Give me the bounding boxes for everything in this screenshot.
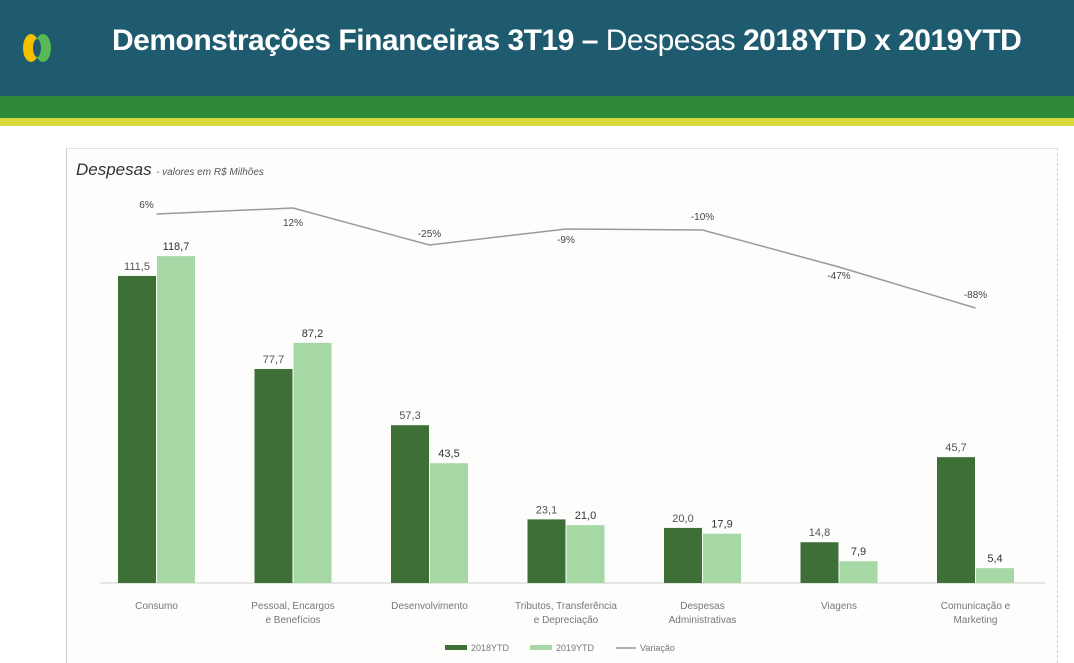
legend-swatch-2018	[445, 645, 467, 650]
category-label-4: Despesas	[680, 601, 724, 612]
category-label-3: Tributos, Transferência	[515, 601, 617, 612]
variation-label-5: -47%	[827, 271, 850, 282]
variation-label-4: -10%	[691, 212, 714, 223]
category-label-line2-1: e Benefícios	[265, 615, 320, 626]
bar-2019-2	[430, 463, 468, 583]
bar-2019-0	[157, 256, 195, 583]
bar-2018-2	[391, 425, 429, 583]
data-label-2019-6: 5,4	[987, 553, 1002, 565]
bar-2019-3	[566, 525, 605, 583]
variation-label-2: -25%	[418, 229, 441, 240]
category-label-0: Consumo	[135, 601, 178, 612]
data-label-2019-5: 7,9	[851, 546, 866, 558]
header-yellow-band	[0, 118, 1074, 126]
category-label-line2-3: e Depreciação	[534, 615, 599, 626]
legend-swatch-2019	[530, 645, 552, 650]
variation-label-6: -88%	[964, 290, 987, 301]
bar-2019-1	[293, 342, 332, 583]
bar-2018-1	[254, 369, 293, 583]
data-label-2019-0: 118,7	[163, 241, 190, 253]
data-label-2018-1: 77,7	[263, 354, 284, 366]
category-label-6: Comunicação e	[941, 601, 1011, 612]
bar-2018-6	[937, 457, 975, 583]
data-label-2019-4: 17,9	[711, 519, 732, 531]
bar-2018-5	[800, 542, 839, 583]
header-green-band	[0, 96, 1074, 118]
legend-label-variation: Variação	[640, 643, 675, 653]
page-title-light: Despesas	[605, 24, 736, 57]
data-label-2018-5: 14,8	[809, 527, 830, 539]
bar-2018-3	[527, 519, 566, 583]
variation-label-3: -9%	[557, 235, 575, 246]
chart-title: Despesas - valores em R$ Milhões	[76, 160, 264, 180]
data-label-2019-3: 21,0	[575, 510, 596, 522]
bar-2019-4	[703, 533, 741, 583]
legend-label-2019: 2019YTD	[556, 643, 595, 653]
category-label-1: Pessoal, Encargos	[251, 601, 334, 612]
category-label-line2-4: Administrativas	[669, 615, 737, 626]
data-label-2018-3: 23,1	[536, 504, 557, 516]
company-logo-icon	[23, 34, 51, 62]
category-label-2: Desenvolvimento	[391, 601, 468, 612]
data-label-2018-0: 111,5	[124, 261, 150, 273]
data-label-2018-2: 57,3	[399, 410, 420, 422]
bar-2019-5	[839, 561, 878, 583]
page-title-bold-2: 2018YTD x 2019YTD	[743, 24, 1022, 57]
variation-label-1: 12%	[283, 218, 303, 229]
data-label-2018-6: 45,7	[945, 442, 966, 454]
variation-line	[156, 207, 976, 309]
variation-label-0: 6%	[139, 200, 154, 211]
page-title-bold: Demonstrações Financeiras 3T19 –	[112, 24, 598, 57]
bar-2018-4	[664, 527, 702, 583]
data-label-2018-4: 20,0	[672, 513, 693, 525]
bar-2019-6	[976, 568, 1014, 583]
header-bar	[0, 0, 1074, 96]
category-label-line2-6: Marketing	[954, 615, 998, 626]
category-label-5: Viagens	[821, 601, 857, 612]
chart-title-sub: - valores em R$ Milhões	[156, 167, 264, 178]
bar-2018-0	[118, 275, 156, 583]
legend-label-2018: 2018YTD	[471, 643, 510, 653]
data-label-2019-2: 43,5	[438, 448, 459, 460]
chart-title-main: Despesas	[76, 160, 152, 179]
page-title: Demonstrações Financeiras 3T19 – Despesa…	[112, 24, 1022, 58]
data-label-2019-1: 87,2	[302, 328, 323, 340]
